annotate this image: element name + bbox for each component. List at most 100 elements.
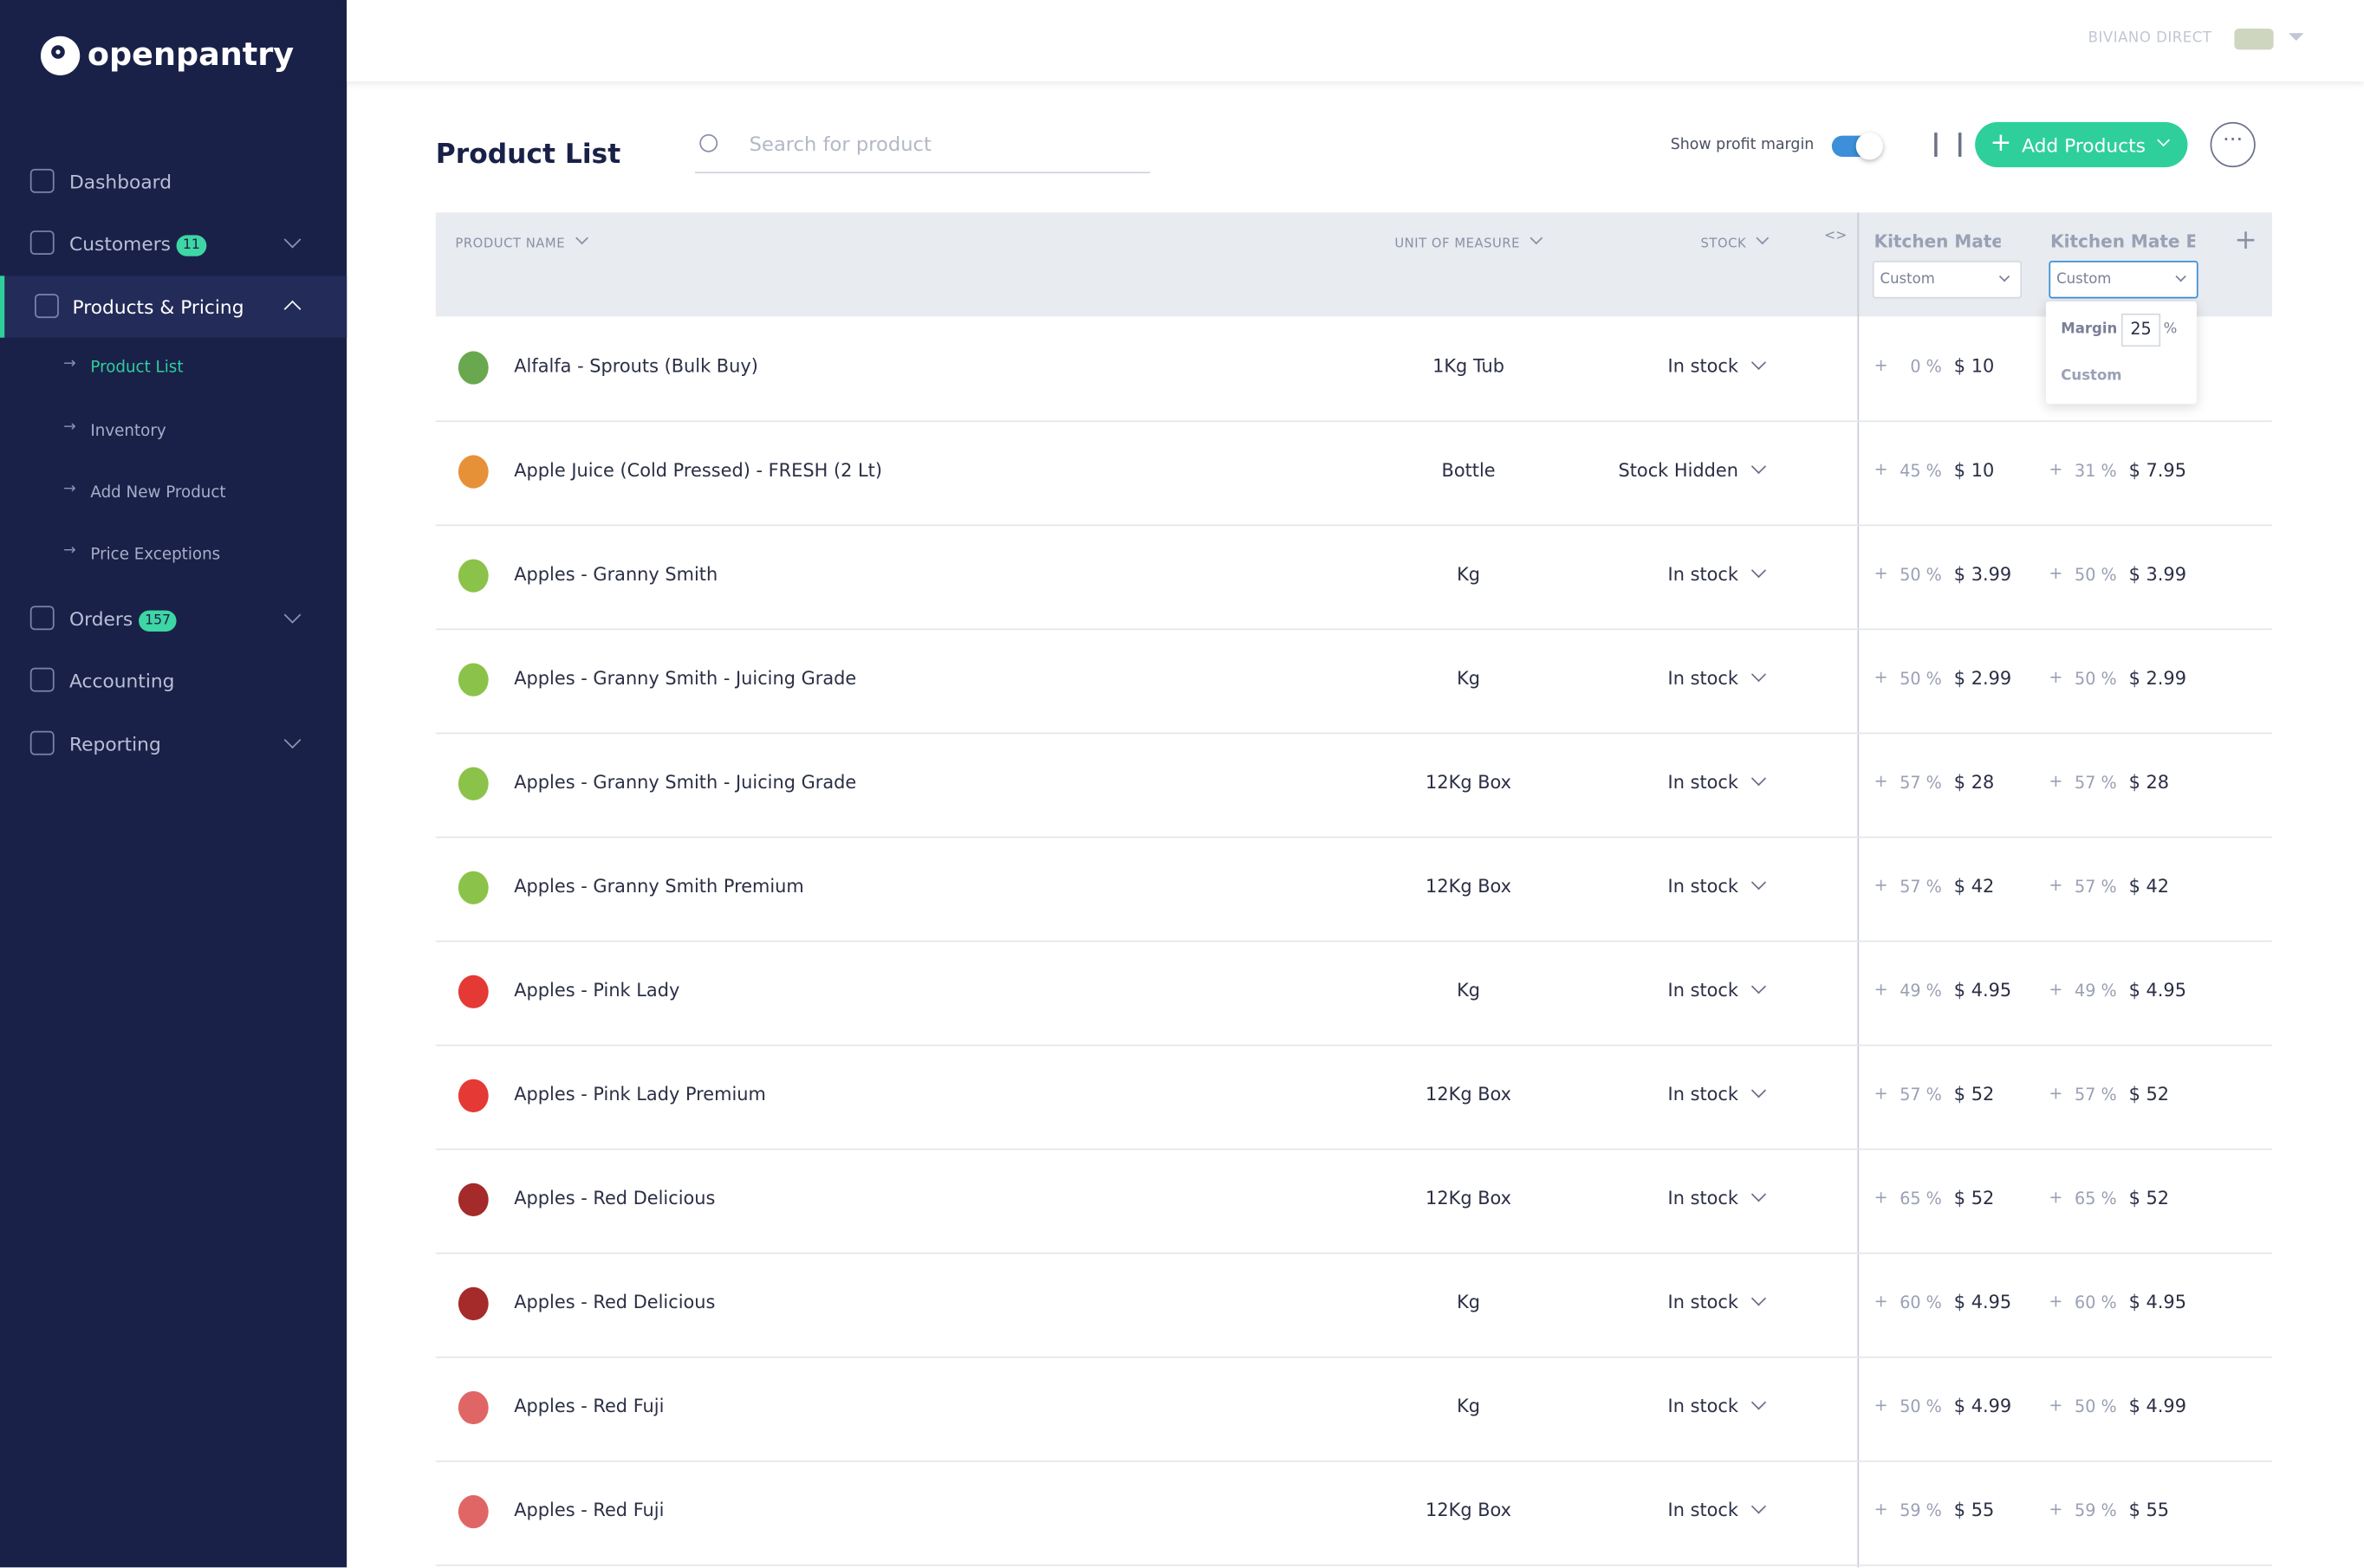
table-row[interactable] (435, 316, 2272, 423)
product-name[interactable]: Apples - Red Fuji (514, 1500, 665, 1521)
margin-percent[interactable]: 57 % (1900, 1085, 1942, 1105)
price-mode-select[interactable]: Custom (2049, 260, 2198, 299)
product-name[interactable]: Alfalfa - Sprouts (Bulk Buy) (514, 355, 758, 377)
subnav-item[interactable]: → Product List (0, 338, 347, 399)
price[interactable]: $ 4.99 (1953, 1396, 2012, 1417)
price[interactable]: $ 4.95 (1953, 1292, 2012, 1313)
margin-percent[interactable]: 49 % (2075, 981, 2117, 1001)
margin-percent[interactable]: 0 % (1910, 357, 1942, 377)
margin-percent[interactable]: 45 % (1900, 461, 1942, 481)
product-name[interactable]: Apples - Pink Lady Premium (514, 1083, 766, 1105)
stock-select[interactable]: In stock (1598, 666, 1767, 689)
stock-select[interactable]: In stock (1598, 979, 1767, 1001)
table-row[interactable] (435, 1461, 2272, 1566)
margin-percent[interactable]: 65 % (1900, 1189, 1942, 1209)
product-name[interactable]: Apple Juice (Cold Pressed) - FRESH (2 Lt… (514, 459, 883, 481)
table-row[interactable] (435, 1149, 2272, 1254)
price[interactable]: $ 2.99 (2128, 667, 2187, 690)
product-name[interactable]: Apples - Granny Smith - Juicing Grade (514, 771, 857, 794)
margin-percent[interactable]: 50 % (2075, 1396, 2117, 1417)
nav-item[interactable]: Reporting (0, 712, 347, 774)
price[interactable]: $ 52 (1953, 1187, 1995, 1209)
stock-select[interactable]: In stock (1598, 770, 1767, 793)
margin-percent[interactable]: 50 % (1900, 565, 1942, 586)
margin-percent[interactable]: 50 % (2075, 565, 2117, 586)
price[interactable]: $ 4.99 (2128, 1396, 2187, 1417)
price-column-name[interactable]: Kitchen Mate Ex (2050, 230, 2196, 252)
margin-percent[interactable]: 50 % (1900, 669, 1942, 690)
more-button[interactable]: ··· (2210, 121, 2256, 168)
nav-item[interactable]: Accounting (0, 650, 347, 711)
filter-icon[interactable] (1934, 133, 1962, 157)
stock-select[interactable]: In stock (1598, 354, 1767, 377)
price[interactable]: $ 52 (1953, 1083, 1995, 1105)
nav-item[interactable]: Dashboard (0, 151, 347, 212)
table-row[interactable] (435, 1357, 2272, 1462)
margin-percent[interactable]: 57 % (1900, 773, 1942, 794)
product-name[interactable]: Apples - Red Fuji (514, 1396, 665, 1417)
subnav-item[interactable]: → Add New Product (0, 463, 347, 524)
table-row[interactable] (435, 420, 2272, 527)
margin-input[interactable]: 25 (2120, 313, 2161, 347)
product-name[interactable]: Apples - Red Delicious (514, 1187, 716, 1209)
product-name[interactable]: Apples - Granny Smith Premium (514, 875, 804, 897)
column-header[interactable]: PRODUCT NAME (455, 231, 588, 252)
custom-option[interactable]: Custom (2061, 367, 2122, 385)
account-caret[interactable] (2289, 33, 2304, 41)
margin-percent[interactable]: 50 % (1900, 1396, 1942, 1417)
price[interactable]: $ 3.99 (1953, 563, 2012, 586)
margin-percent[interactable]: 57 % (1900, 877, 1942, 897)
product-name[interactable]: Apples - Pink Lady (514, 979, 680, 1001)
logo-text[interactable]: openpantry (87, 36, 295, 73)
margin-percent[interactable]: 50 % (2075, 669, 2117, 690)
product-name[interactable]: Apples - Granny Smith - Juicing Grade (514, 667, 857, 690)
margin-percent[interactable]: 57 % (2075, 877, 2117, 897)
add-products-button[interactable]: + Add Products (1975, 121, 2188, 168)
account-name[interactable]: BIVIANO DIRECT (2088, 29, 2212, 47)
margin-percent[interactable]: 57 % (2075, 1085, 2117, 1105)
price[interactable]: $ 28 (1953, 771, 1995, 794)
price[interactable]: $ 10 (1953, 355, 1995, 377)
margin-percent[interactable]: 60 % (1900, 1293, 1942, 1313)
stock-select[interactable]: In stock (1598, 1291, 1767, 1312)
column-header[interactable]: UNIT OF MEASURE (1394, 231, 1543, 252)
nav-item[interactable]: Orders 157 (0, 587, 347, 649)
price[interactable]: $ 7.95 (2128, 459, 2187, 481)
price[interactable]: $ 4.95 (1953, 979, 2012, 1001)
table-row[interactable] (435, 1253, 2272, 1358)
margin-percent[interactable]: 57 % (2075, 773, 2117, 794)
price[interactable]: $ 4.95 (2128, 1292, 2187, 1313)
price[interactable]: $ 3.99 (2128, 563, 2187, 586)
price[interactable]: $ 52 (2128, 1187, 2170, 1209)
search-box[interactable]: Search for product (695, 120, 1151, 174)
subnav-item[interactable]: → Inventory (0, 400, 347, 462)
margin-percent[interactable]: 31 % (2075, 461, 2117, 481)
price[interactable]: $ 2.99 (1953, 667, 2012, 690)
table-row[interactable] (435, 837, 2272, 943)
product-name[interactable]: Apples - Red Delicious (514, 1292, 716, 1313)
price-mode-select[interactable]: Custom (1872, 260, 2023, 299)
margin-percent[interactable]: 65 % (2075, 1189, 2117, 1209)
margin-percent[interactable]: 49 % (1900, 981, 1942, 1001)
add-column[interactable]: + (2234, 224, 2257, 256)
column-header[interactable]: STOCK (1700, 231, 1770, 252)
price-column-name[interactable]: Kitchen Mate N (1874, 230, 2001, 252)
margin-percent[interactable]: 59 % (2075, 1500, 2117, 1521)
price[interactable]: $ 28 (2128, 771, 2170, 794)
table-row[interactable] (435, 524, 2272, 631)
stock-select[interactable]: In stock (1598, 1083, 1767, 1105)
stock-select[interactable]: Stock Hidden (1598, 458, 1767, 481)
price[interactable]: $ 42 (2128, 875, 2170, 897)
price[interactable]: $ 10 (1953, 459, 1995, 481)
profit-toggle[interactable] (1831, 133, 1884, 160)
margin-percent[interactable]: 59 % (1900, 1500, 1942, 1521)
stock-select[interactable]: In stock (1598, 1499, 1767, 1520)
table-row[interactable] (435, 733, 2272, 839)
price[interactable]: $ 4.95 (2128, 979, 2187, 1001)
margin-percent[interactable]: 60 % (2075, 1293, 2117, 1313)
table-row[interactable] (435, 1045, 2272, 1150)
subnav-item[interactable]: → Price Exceptions (0, 525, 347, 586)
table-row[interactable] (435, 628, 2272, 735)
price[interactable]: $ 52 (2128, 1083, 2170, 1105)
nav-item[interactable]: Customers 11 (0, 213, 347, 275)
